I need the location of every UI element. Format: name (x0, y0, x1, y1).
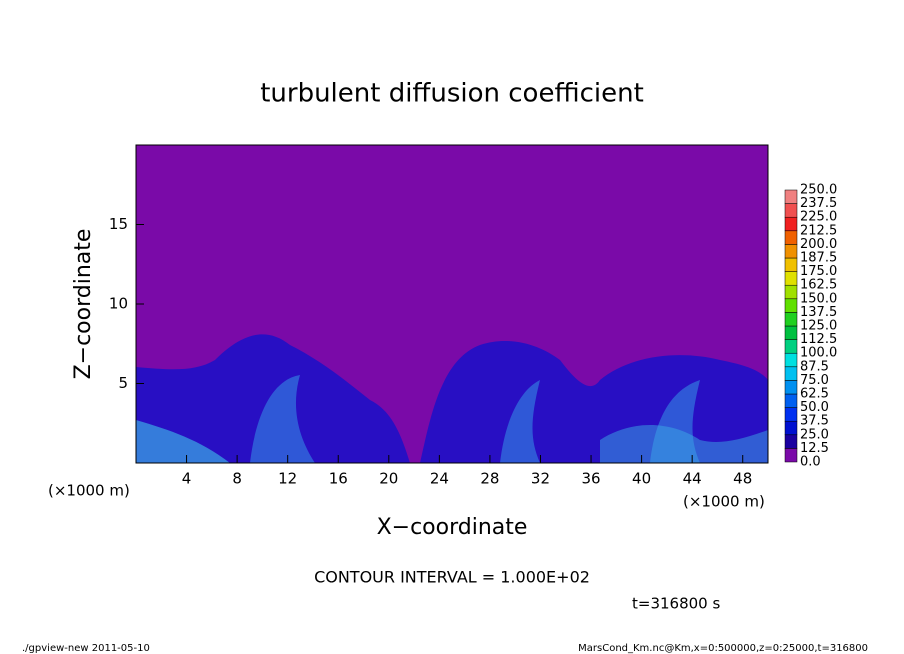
x-tick-label: 36 (581, 470, 600, 488)
colorbar-label: 225.0 (800, 210, 837, 225)
x-tick-label: 16 (329, 470, 348, 488)
colorbar-band (784, 203, 798, 218)
x-unit-label: (×1000 m) (683, 493, 765, 511)
x-tick-label: 44 (683, 470, 702, 488)
footer-left: ./gpview-new 2011-05-10 (22, 643, 150, 654)
x-tick-label: 20 (379, 470, 398, 488)
x-tick-label: 32 (531, 470, 550, 488)
y-tick-label: 5 (118, 374, 128, 392)
x-tick-label: 28 (480, 470, 499, 488)
colorbar-label: 250.0 (800, 183, 837, 198)
colorbar-label: 12.5 (800, 441, 829, 456)
colorbar-band (784, 257, 798, 272)
colorbar-label: 100.0 (800, 346, 837, 361)
colorbar-label: 150.0 (800, 291, 837, 306)
colorbar-label: 25.0 (800, 427, 829, 442)
colorbar-label: 87.5 (800, 359, 829, 374)
contour-interval: CONTOUR INTERVAL = 1.000E+02 (314, 568, 590, 587)
colorbar-band (784, 298, 798, 313)
colorbar-label: 162.5 (800, 278, 837, 293)
colorbar-band (784, 393, 798, 408)
x-axis-title: X−coordinate (377, 515, 528, 540)
footer-right: MarsCond_Km.nc@Km,x=0:500000,z=0:25000,t… (578, 643, 868, 654)
colorbar-label: 137.5 (800, 305, 837, 320)
colorbar-band (784, 244, 798, 259)
colorbar-band (784, 339, 798, 354)
x-unit-label: (×1000 m) (48, 482, 130, 500)
colorbar-label: 200.0 (800, 237, 837, 252)
colorbar-band (784, 380, 798, 395)
y-axis-title: Z−coordinate (71, 229, 96, 380)
y-tick-label: 15 (109, 215, 128, 233)
colorbar-band (784, 407, 798, 422)
x-tick-label: 40 (632, 470, 651, 488)
colorbar-label: 175.0 (800, 264, 837, 279)
colorbar-label: 37.5 (800, 414, 829, 429)
x-tick-label: 12 (278, 470, 297, 488)
y-tick-label: 10 (109, 295, 128, 313)
x-tick-label: 24 (430, 470, 449, 488)
colorbar-band (784, 448, 798, 463)
colorbar-label: 237.5 (800, 196, 837, 211)
colorbar-label: 125.0 (800, 319, 837, 334)
field-features (136, 334, 768, 463)
colorbar-band (784, 420, 798, 436)
colorbar-label: 212.5 (800, 223, 837, 238)
colorbar-label: 112.5 (800, 332, 837, 347)
colorbar-label: 62.5 (800, 387, 829, 402)
chart-title: turbulent diffusion coefficient (260, 79, 644, 109)
x-tick-label: 8 (232, 470, 242, 488)
colorbar-band (784, 312, 798, 327)
time-label: t=316800 s (632, 595, 720, 613)
colorbar-band (784, 230, 798, 245)
colorbar-label: 0.0 (800, 455, 821, 470)
colorbar-band (784, 366, 798, 381)
x-tick-label: 48 (733, 470, 752, 488)
x-tick-label: 4 (182, 470, 192, 488)
colorbar-band (784, 271, 798, 286)
colorbar-band (784, 189, 798, 204)
colorbar-label: 187.5 (800, 251, 837, 266)
colorbar-band (784, 352, 798, 368)
colorbar-band (784, 216, 798, 232)
colorbar-band (784, 325, 798, 340)
colorbar-label: 75.0 (800, 373, 829, 388)
colorbar-band (784, 284, 798, 300)
colorbar-label: 50.0 (800, 400, 829, 415)
colorbar-band (784, 434, 798, 449)
